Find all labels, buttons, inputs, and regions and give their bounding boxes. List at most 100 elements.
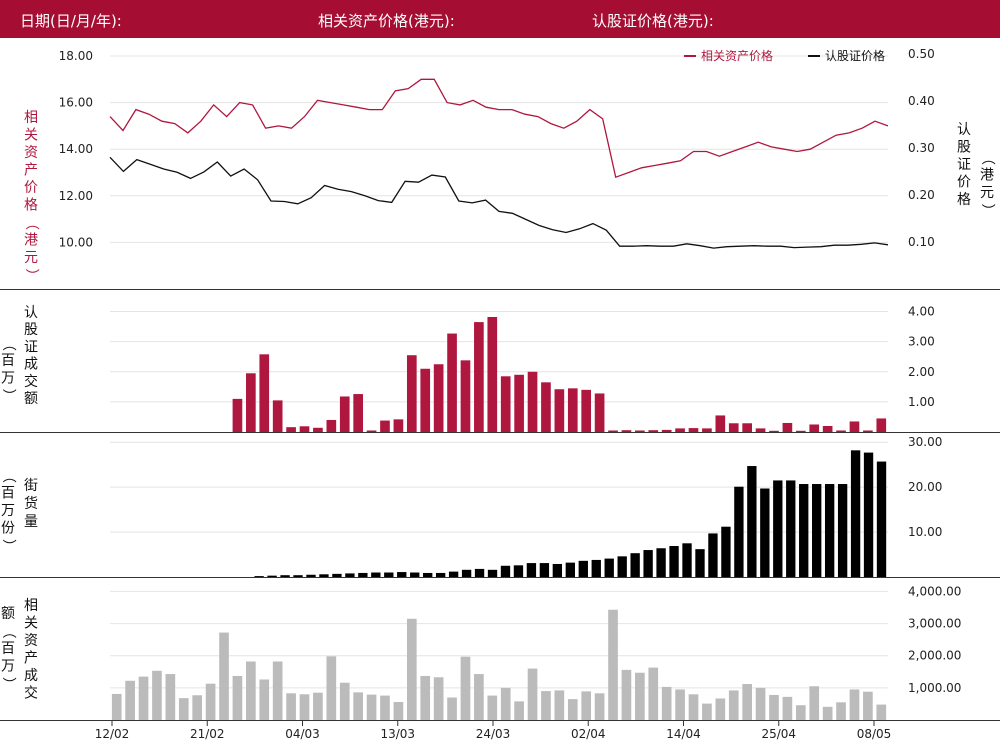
warrant-turnover-bar: [380, 420, 390, 432]
warrant-turnover-bar: [688, 428, 699, 432]
y-right-axis-unit-char: 港: [980, 168, 994, 184]
warrant-turnover-bar: [514, 374, 524, 432]
asset-turnover-bar: [702, 703, 712, 720]
warrant-turnover-bar: [326, 419, 337, 432]
warrant-turnover-axis-title-char: 成: [24, 357, 38, 373]
outstanding-bar: [306, 574, 316, 577]
y-left-axis-title-char: 元: [24, 250, 38, 266]
outstanding-bar: [487, 569, 498, 577]
y-left-axis-title-char: 资: [24, 145, 38, 161]
y-left-axis-title-char: 关: [24, 128, 38, 144]
y-tick-label: 30.00: [908, 435, 942, 449]
y-right-tick-label: 0.20: [908, 188, 935, 202]
warrant-turnover-axis-unit-char: 百: [1, 353, 15, 369]
warrant-turnover-bar: [232, 398, 243, 432]
warrant-turnover-bar: [849, 421, 860, 432]
warrant-turnover-bar: [272, 400, 283, 432]
outstanding-bar: [578, 560, 588, 577]
outstanding-bar: [332, 573, 342, 577]
outstanding-bar: [513, 565, 524, 577]
chart-area: 18.00 16.00 14.00 12.00 10.00 0.50 0.40 0.30 0.2…: [0, 47, 1000, 741]
warrant-turnover-bar: [246, 373, 256, 432]
asset-turnover-bar: [192, 695, 203, 720]
asset-turnover-bar: [313, 692, 323, 720]
y-left-tick-label: 10.00: [59, 235, 93, 249]
asset-turnover-bar: [608, 609, 618, 720]
asset-turnover-bar: [420, 675, 431, 720]
outstanding-axis-title-char: 街: [24, 478, 38, 494]
asset-turnover-bar: [406, 618, 417, 720]
outstanding-axis-unit-char: （: [0, 469, 16, 483]
y-right-axis-title-char: 价: [957, 175, 971, 191]
asset-turnover-axis-unit-char: 百: [1, 641, 15, 657]
outstanding-bar: [824, 484, 835, 577]
header-bar: 日期(日/月/年): 相关资产价格(港元): 认股证价格(港元):: [0, 0, 1000, 38]
y-left-axis-title-char: 格: [24, 198, 38, 214]
asset-turnover-bar: [795, 705, 806, 720]
warrant-turnover-bar: [447, 333, 457, 432]
asset-turnover-bar: [219, 632, 229, 720]
outstanding-axis-unit-char: 万: [1, 503, 15, 519]
asset-turnover-bar: [353, 692, 363, 720]
asset-price-label: 相关资产价格(港元):: [318, 12, 455, 30]
asset-turnover-bar: [339, 682, 350, 720]
asset-turnover-bar: [849, 689, 860, 720]
warrant-turnover-bar: [541, 382, 551, 432]
asset-turnover-bar: [460, 656, 471, 720]
asset-turnover-bar: [152, 670, 162, 720]
outstanding-bar: [630, 553, 640, 577]
y-tick-label: 4,000.00: [908, 584, 961, 598]
warrant-turnover-bar: [500, 376, 511, 432]
asset-turnover-bar: [541, 691, 551, 720]
asset-turnover-bar: [205, 683, 216, 720]
y-tick-label: 2.00: [908, 365, 935, 379]
outstanding-axis-title-char: 货: [24, 495, 38, 512]
outstanding-bar: [799, 484, 809, 577]
y-right-tick-label: 0.40: [908, 94, 935, 108]
y-left-axis-title-char: （: [23, 216, 39, 230]
asset-turnover-bar: [554, 690, 565, 720]
x-tick-label: 08/05: [857, 727, 892, 741]
legend-label-warrant: 认股证价格: [825, 48, 885, 63]
asset-turnover-bar: [259, 679, 270, 720]
y-tick-label: 1,000.00: [908, 681, 961, 695]
warrant-turnover-bar: [702, 428, 712, 432]
asset-turnover-bar: [380, 695, 390, 720]
warrant-turnover-bar: [594, 393, 605, 432]
y-tick-label: 20.00: [908, 480, 942, 494]
asset-turnover-bar: [111, 693, 122, 720]
y-tick-label: 4.00: [908, 305, 935, 319]
warrant-turnover-bar: [621, 430, 632, 432]
warrant-turnover-bar: [608, 430, 618, 432]
asset-turnover-axis-unit-char: 额: [1, 606, 15, 622]
x-tick-label: 25/04: [761, 727, 796, 741]
asset-turnover-bar: [487, 695, 498, 720]
asset-turnover-axis-title-char: 相: [24, 598, 38, 614]
asset-turnover-bar: [138, 676, 149, 720]
warrant-turnover-axis-unit-char: （: [0, 337, 16, 351]
x-tick-label: 12/02: [95, 727, 130, 741]
warrant-turnover-bar: [474, 322, 484, 432]
warrant-turnover-bar: [259, 354, 270, 432]
warrant-turnover-bar: [782, 422, 793, 432]
warrant-turnover-axis-title-char: 额: [24, 391, 38, 407]
x-tick-label: 13/03: [380, 727, 415, 741]
outstanding-bar: [812, 484, 822, 577]
asset-turnover-bar: [286, 693, 296, 720]
asset-price-line: [109, 78, 889, 179]
outstanding-axis-unit-char: ）: [0, 539, 16, 553]
y-left-axis-title-char: 产: [24, 163, 38, 179]
warrant-turnover-bar: [822, 425, 833, 432]
asset-turnover-bar: [876, 704, 887, 720]
x-tick-label: 02/04: [571, 727, 606, 741]
warrant-turnover-bar: [527, 371, 538, 432]
asset-turnover-bar: [514, 701, 524, 720]
asset-turnover-bar: [326, 656, 337, 720]
asset-turnover-bar: [675, 689, 685, 720]
asset-turnover-bar: [648, 667, 659, 720]
asset-turnover-bar: [742, 684, 752, 720]
asset-turnover-axis-unit-char: ）: [0, 677, 16, 691]
x-tick-label: 14/04: [666, 727, 701, 741]
y-right-axis-title-char: 证: [957, 157, 971, 173]
outstanding-bar: [669, 546, 679, 577]
